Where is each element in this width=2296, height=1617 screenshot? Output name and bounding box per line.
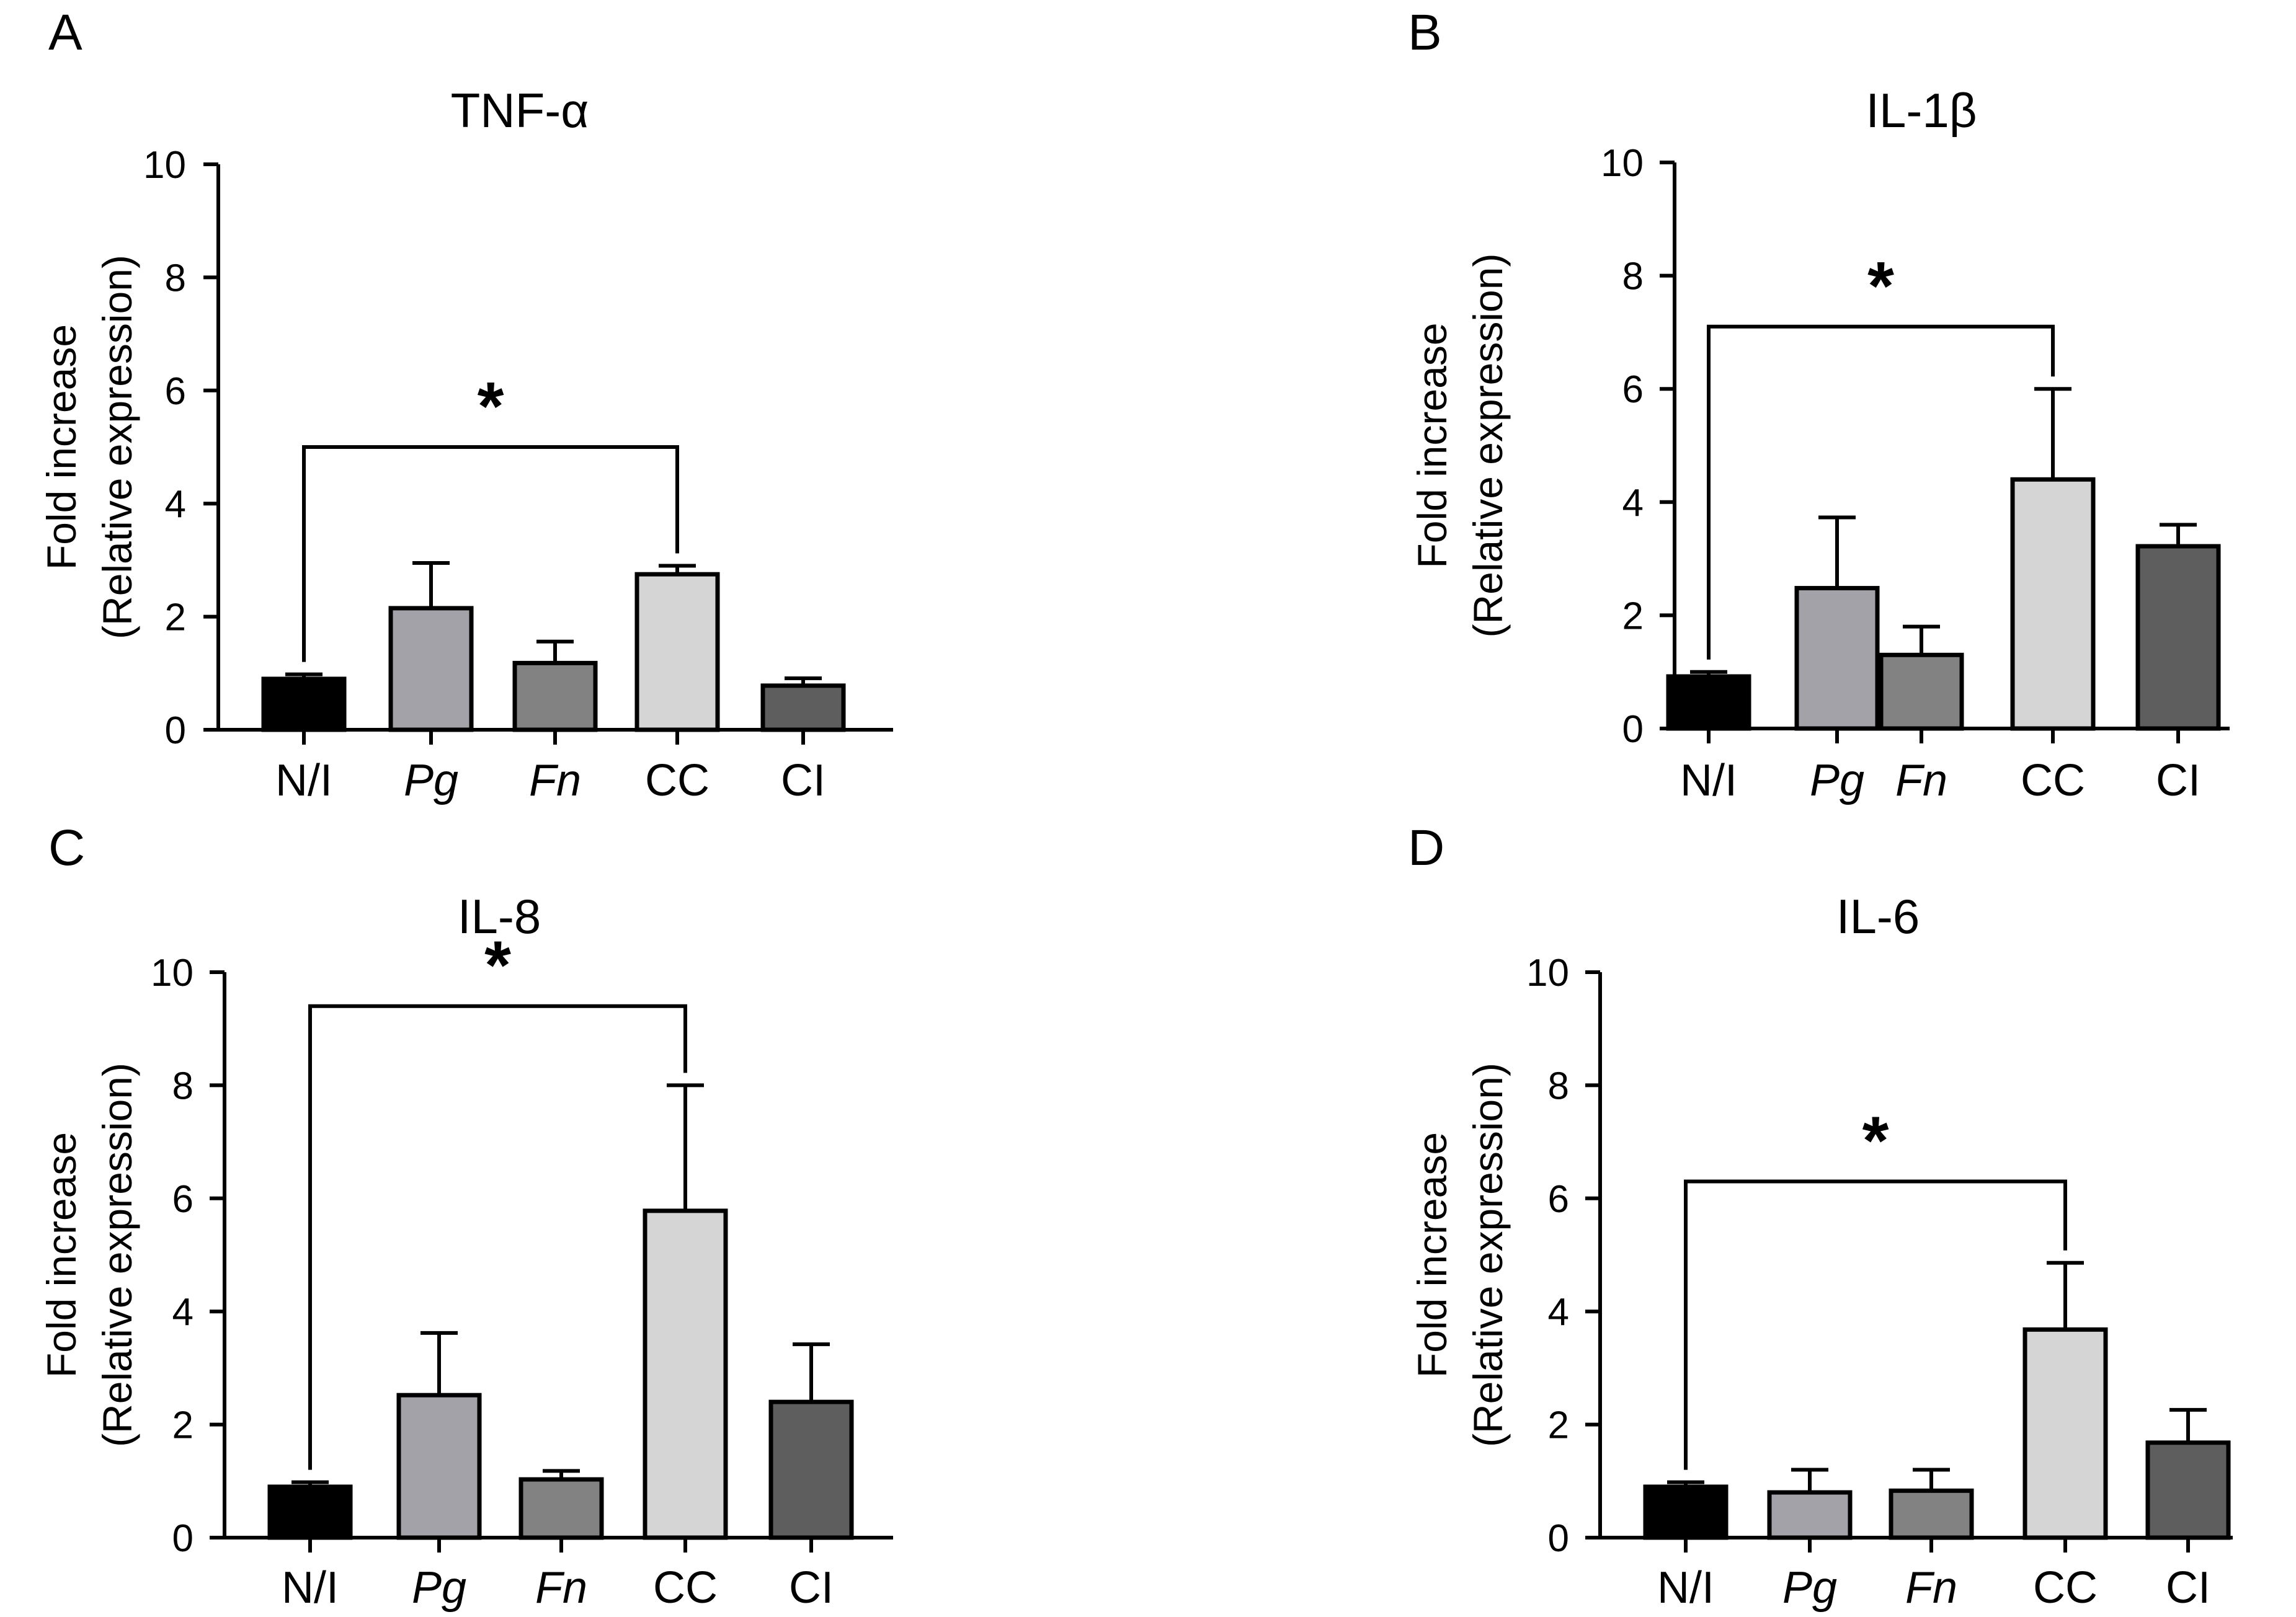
- panel-letter-d: D: [1408, 820, 1444, 876]
- y-tick-label-a: 6: [165, 370, 186, 413]
- y-tick-label-c: 10: [151, 952, 194, 995]
- y-tick-label-a: 0: [165, 709, 186, 752]
- y-tick-label-d: 6: [1548, 1178, 1569, 1221]
- panel-letter-b: B: [1408, 4, 1442, 61]
- bar-c-ni: [267, 1484, 353, 1540]
- panel-b: B IL-1β Fold increase (Relative expression)…: [1408, 4, 2230, 805]
- bar-a-fn: [512, 660, 598, 732]
- panel-letter-a: A: [48, 4, 82, 61]
- bar-b-ni: [1666, 674, 1751, 731]
- y-tick-label-d: 8: [1548, 1065, 1569, 1107]
- y-tick-label-b: 6: [1622, 368, 1644, 411]
- bar-a-pg: [388, 606, 474, 732]
- bar-d-ni: [1643, 1484, 1729, 1540]
- y-tick-label-b: 10: [1601, 142, 1644, 185]
- chart-title-b: IL-1β: [1866, 83, 1977, 138]
- y-tick-label-a: 2: [165, 596, 186, 639]
- y-tick-label-c: 2: [172, 1404, 194, 1447]
- category-label-b: Pg: [1810, 756, 1864, 805]
- y-axis-label-sub-d: (Relative expression): [1465, 1063, 1511, 1447]
- category-label-d: Fn: [1905, 1563, 1957, 1613]
- bar-c-pg: [396, 1393, 482, 1540]
- category-label-a: Fn: [529, 756, 581, 805]
- category-label-d: CI: [2166, 1563, 2210, 1613]
- significance-bracket-a: [302, 445, 679, 662]
- significance-star-d: *: [1862, 1102, 1889, 1179]
- y-axis-label-d: Fold increase: [1409, 1132, 1455, 1378]
- bar-d-pg: [1767, 1490, 1853, 1540]
- y-tick-label-d: 0: [1548, 1517, 1569, 1560]
- y-axis-label-sub-b: (Relative expression): [1465, 254, 1511, 638]
- y-axis-label-b: Fold increase: [1409, 322, 1455, 568]
- category-label-d: Pg: [1782, 1563, 1837, 1613]
- y-tick-label-c: 8: [172, 1065, 194, 1107]
- y-tick-label-c: 6: [172, 1178, 194, 1221]
- bar-c-cc: [643, 1208, 728, 1540]
- bar-a-ni: [261, 676, 347, 732]
- chart-title-a: TNF-α: [451, 83, 589, 138]
- bar-b-pg: [1794, 586, 1880, 731]
- bar-a-cc: [634, 572, 720, 732]
- category-label-b: N/I: [1680, 756, 1737, 805]
- chart-title-c: IL-8: [458, 889, 541, 944]
- significance-star-c: *: [484, 928, 511, 1004]
- category-label-c: Fn: [535, 1563, 587, 1613]
- bar-a-ci: [760, 683, 846, 732]
- y-axis-label-sub-a: (Relative expression): [94, 255, 140, 639]
- significance-star-b: *: [1867, 248, 1894, 324]
- bar-d-cc: [2022, 1327, 2108, 1540]
- y-tick-label-a: 10: [143, 144, 186, 187]
- y-tick-label-d: 2: [1548, 1404, 1569, 1447]
- category-label-a: N/I: [275, 756, 332, 805]
- y-axis-label-c: Fold increase: [38, 1132, 84, 1378]
- y-tick-label-d: 10: [1526, 952, 1569, 995]
- category-label-b: Fn: [1895, 756, 1947, 805]
- category-label-c: Pg: [412, 1563, 466, 1613]
- category-label-c: CI: [789, 1563, 834, 1613]
- panel-letter-c: C: [48, 820, 85, 876]
- chart-title-d: IL-6: [1836, 889, 1920, 944]
- category-label-a: CC: [645, 756, 710, 805]
- panel-c: C IL-8 Fold increase (Relative expression) 0…: [38, 820, 893, 1613]
- bar-b-ci: [2135, 544, 2221, 731]
- bar-d-fn: [1889, 1488, 1974, 1540]
- significance-bracket-c: [308, 1004, 687, 1470]
- category-label-b: CC: [2021, 756, 2085, 805]
- category-label-d: N/I: [1657, 1563, 1714, 1613]
- bar-d-ci: [2145, 1440, 2231, 1540]
- bar-c-ci: [768, 1399, 854, 1540]
- y-tick-label-c: 0: [172, 1517, 194, 1560]
- category-label-c: N/I: [282, 1563, 339, 1613]
- bar-b-cc: [2010, 477, 2096, 731]
- y-tick-label-b: 4: [1622, 482, 1644, 525]
- y-axis-label-sub-c: (Relative expression): [94, 1063, 140, 1447]
- significance-bracket-d: [1684, 1179, 2067, 1470]
- category-label-c: CC: [653, 1563, 718, 1613]
- y-tick-label-d: 4: [1548, 1291, 1569, 1334]
- significance-star-a: *: [478, 368, 504, 445]
- significance-bracket-b: [1707, 324, 2055, 660]
- y-tick-label-b: 2: [1622, 595, 1644, 637]
- y-axis-label-a: Fold increase: [38, 324, 84, 570]
- bar-c-fn: [518, 1477, 604, 1540]
- panel-a: A TNF-α Fold increase (Relative expression)…: [38, 4, 893, 805]
- category-label-a: CI: [781, 756, 825, 805]
- panel-d: D IL-6 Fold increase (Relative expression) 0…: [1408, 820, 2233, 1613]
- y-tick-label-c: 4: [172, 1291, 194, 1334]
- y-tick-label-b: 0: [1622, 708, 1644, 751]
- category-label-a: Pg: [404, 756, 458, 805]
- bar-b-fn: [1879, 652, 1964, 731]
- category-label-d: CC: [2033, 1563, 2098, 1613]
- y-tick-label-b: 8: [1622, 255, 1644, 298]
- category-label-b: CI: [2156, 756, 2200, 805]
- y-tick-label-a: 8: [165, 257, 186, 299]
- y-tick-label-a: 4: [165, 483, 186, 526]
